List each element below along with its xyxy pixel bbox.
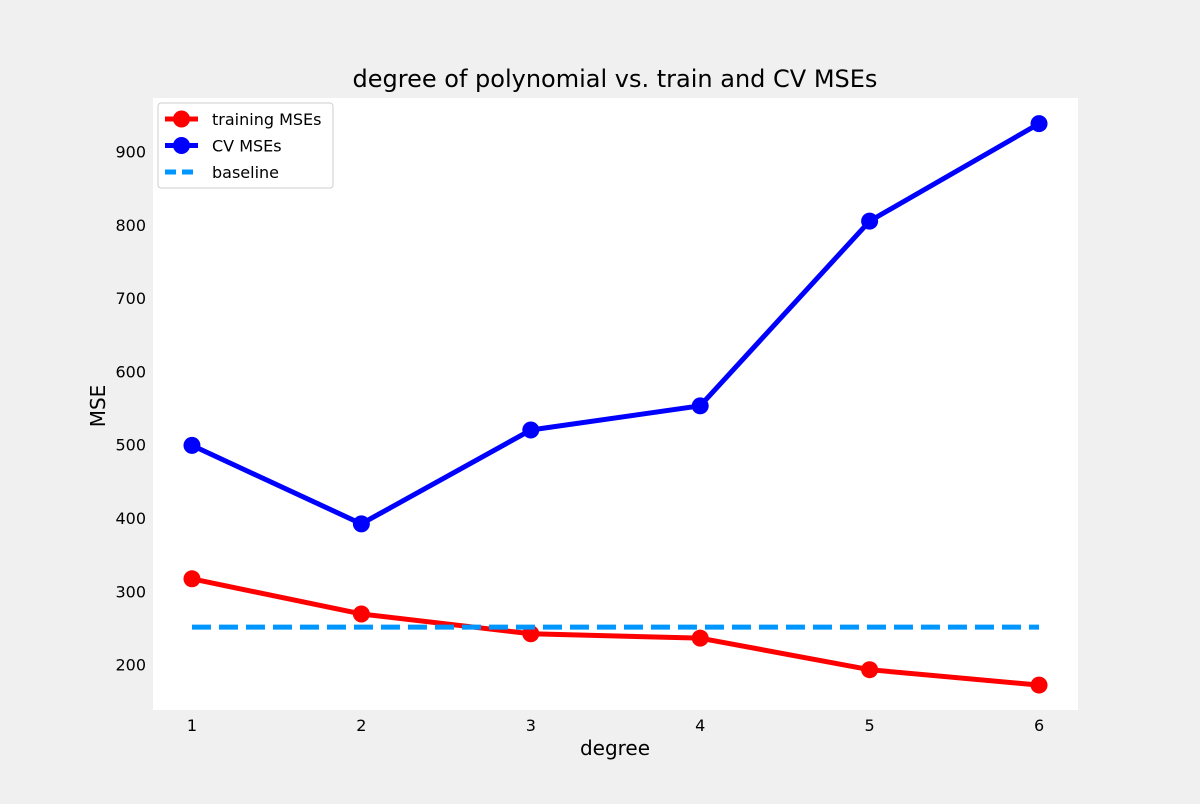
data-point — [183, 436, 201, 454]
y-ticks: 200 300 400 500 600 700 800 900 — [115, 143, 146, 675]
x-tick-label: 5 — [865, 716, 875, 735]
legend: training MSEs CV MSEs baseline — [157, 102, 334, 189]
x-tick-label: 6 — [1034, 716, 1044, 735]
legend-marker — [173, 137, 190, 154]
plot-area — [153, 98, 1078, 710]
data-point — [1030, 676, 1048, 694]
data-point — [861, 212, 879, 230]
x-tick-label: 1 — [187, 716, 197, 735]
x-axis-label: degree — [580, 736, 650, 760]
y-tick-label: 200 — [115, 656, 146, 675]
chart-title: degree of polynomial vs. train and CV MS… — [353, 65, 878, 93]
y-tick-label: 600 — [115, 362, 146, 381]
data-point — [861, 661, 879, 679]
data-point — [691, 397, 709, 415]
y-tick-label: 800 — [115, 216, 146, 235]
legend-marker — [173, 110, 190, 128]
data-point — [1030, 115, 1048, 133]
legend-label: CV MSEs — [212, 137, 282, 156]
y-tick-label: 700 — [115, 289, 146, 308]
series-line-2 — [190, 121, 1041, 527]
series-layer — [183, 115, 1048, 694]
y-tick-label: 400 — [115, 509, 146, 528]
series-line-1 — [191, 576, 1040, 688]
data-point — [183, 570, 201, 588]
legend-label: training MSEs — [212, 110, 321, 129]
x-tick-label: 2 — [356, 716, 366, 735]
x-tick-label: 3 — [526, 716, 536, 735]
y-tick-label: 300 — [115, 582, 146, 601]
data-point — [691, 629, 709, 647]
data-point — [352, 605, 370, 623]
legend-label: baseline — [212, 163, 279, 182]
y-tick-label: 500 — [115, 436, 146, 455]
legend-box — [157, 102, 334, 189]
y-tick-label: 900 — [115, 143, 146, 162]
data-point — [352, 515, 370, 533]
y-axis-label: MSE — [86, 385, 110, 428]
x-tick-label: 4 — [695, 716, 705, 735]
x-ticks: 1 2 3 4 5 6 — [187, 716, 1044, 735]
data-point — [522, 421, 540, 439]
